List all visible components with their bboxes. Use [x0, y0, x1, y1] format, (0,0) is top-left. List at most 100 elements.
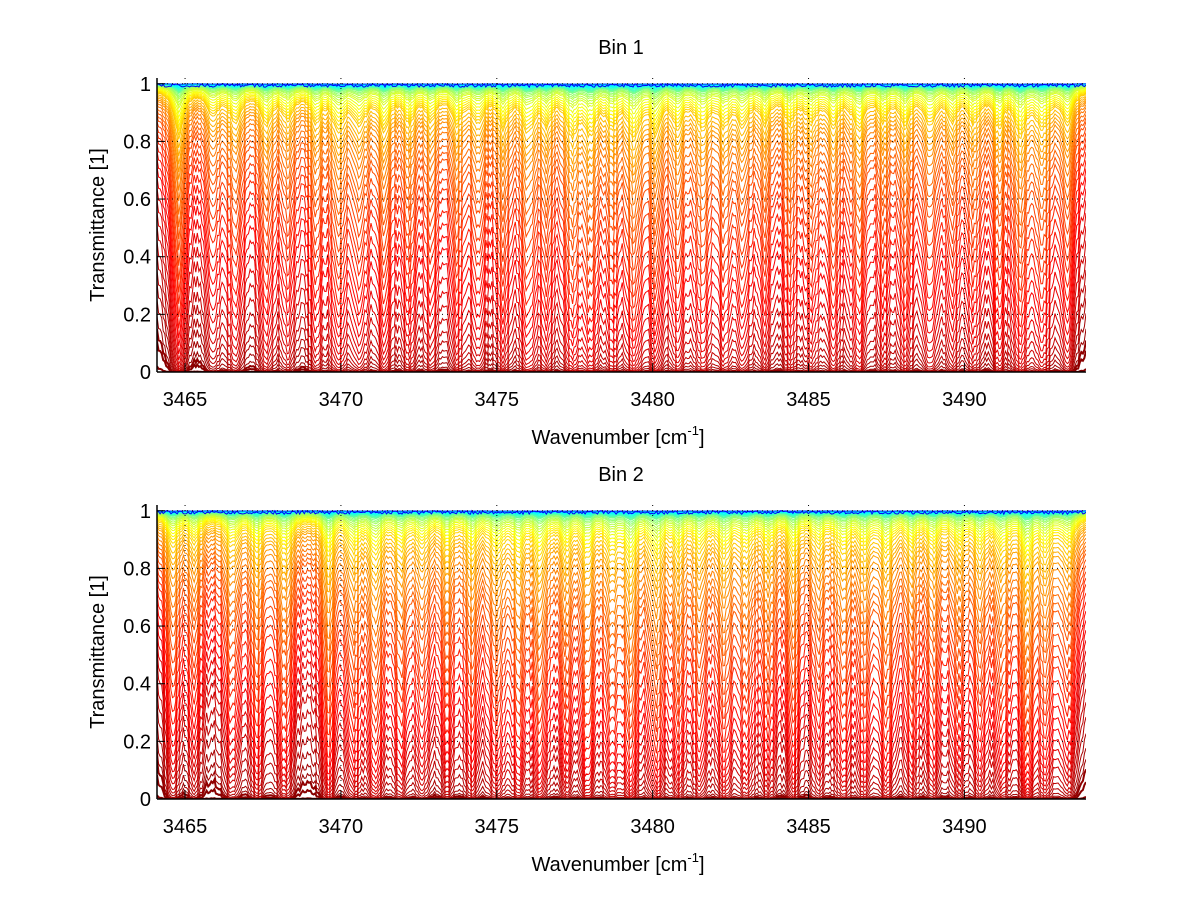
y-tick-label: 0.8 — [123, 131, 151, 153]
spectrum-series-6 — [157, 720, 1086, 799]
spectrum-series-31 — [157, 96, 1086, 168]
spectrum-series-25 — [157, 110, 1086, 233]
spectrum-series-35 — [157, 519, 1086, 571]
subplot-bin-1: Bin 1 0 0.2 0.4 0.6 0.8 1 3465 3470 3475 3480 348… — [87, 37, 1086, 449]
spectrum-series-30 — [157, 529, 1086, 617]
spectrum-series-16 — [157, 158, 1086, 342]
spectrum-series-28 — [157, 101, 1086, 196]
spectrum-series-11 — [157, 211, 1086, 369]
x-axis-label-base: Wavenumber [cm — [531, 854, 687, 876]
x-axis-label-end: ] — [699, 854, 705, 876]
spectrum-series-14 — [157, 176, 1086, 357]
spectrum-series-17 — [157, 150, 1086, 333]
spectrum-series-39 — [157, 88, 1086, 120]
x-tick-label: 3475 — [475, 816, 520, 838]
spectrum-series-29 — [157, 99, 1086, 184]
spectrum-series-18 — [157, 143, 1086, 322]
spectrum-series-12 — [157, 638, 1086, 795]
spectrum-series-17 — [157, 592, 1086, 771]
spectrum-series-42 — [157, 86, 1086, 107]
spectrum-series-36 — [157, 518, 1086, 566]
y-tick-label: 1 — [140, 501, 151, 523]
spectrum-series-42 — [157, 514, 1086, 537]
x-axis-label-end: ] — [699, 427, 705, 449]
x-axis-label-superscript: -1 — [687, 423, 699, 438]
plot-area — [157, 82, 1086, 372]
spectrum-series-35 — [157, 91, 1086, 138]
spectrum-series-26 — [157, 107, 1086, 220]
spectrum-series-38 — [157, 517, 1086, 555]
grid-lines — [157, 78, 1086, 373]
spectrum-series-29 — [157, 531, 1086, 628]
grid-lines — [157, 505, 1086, 800]
spectrum-series-41 — [157, 86, 1086, 110]
spectrum-series-7 — [157, 703, 1086, 799]
x-axis-ticks: 3465 3470 3475 3480 3485 3490 — [163, 364, 987, 411]
x-axis-label: Wavenumber [cm-1] — [531, 423, 704, 449]
spectrum-series-45 — [157, 85, 1086, 99]
spectrum-series-41 — [157, 514, 1086, 541]
axes-frame — [156, 505, 1086, 800]
spectrum-series-40 — [157, 87, 1086, 115]
spectrum-series-33 — [157, 93, 1086, 152]
subplot-bin-2: Bin 2 0 0.2 0.4 0.6 0.8 1 3465 3470 3475 3480 348… — [87, 464, 1086, 876]
spectrum-series-30 — [157, 97, 1086, 176]
x-tick-label: 3470 — [319, 816, 364, 838]
spectrum-series-13 — [157, 187, 1086, 363]
y-tick-label: 0.2 — [123, 304, 151, 326]
spectrum-series-37 — [157, 517, 1086, 560]
spectrum-series-20 — [157, 131, 1086, 298]
spectrum-series-60 — [157, 509, 1086, 516]
spectrum-series-43 — [157, 513, 1086, 534]
spectrum-series-2 — [157, 774, 1086, 799]
spectrum-series-11 — [157, 648, 1086, 797]
spectrum-series-18 — [157, 584, 1086, 762]
spectrum-series-27 — [157, 538, 1086, 656]
spectrum-series-27 — [157, 103, 1086, 207]
y-tick-label: 0.8 — [123, 558, 151, 580]
spectrum-series-25 — [157, 545, 1086, 680]
spectrum-series-34 — [157, 521, 1086, 580]
spectrum-series-15 — [157, 166, 1086, 350]
spectrum-series-23 — [157, 116, 1086, 256]
x-tick-label: 3480 — [630, 389, 675, 411]
spectrum-series-36 — [157, 90, 1086, 134]
spectrum-series-20 — [157, 570, 1086, 742]
y-tick-label: 0.6 — [123, 189, 151, 211]
spectrum-series-9 — [157, 674, 1086, 799]
spectrum-series-26 — [157, 541, 1086, 668]
spectrum-series-10 — [157, 225, 1086, 371]
y-tick-label: 1 — [140, 74, 151, 96]
spectrum-series-33 — [157, 523, 1086, 588]
x-tick-label: 3485 — [786, 389, 831, 411]
x-tick-label: 3480 — [630, 816, 675, 838]
axes-frame — [156, 78, 1086, 373]
spectrum-series-43 — [157, 85, 1086, 104]
spectrum-series-24 — [157, 548, 1086, 691]
x-tick-label: 3475 — [475, 389, 520, 411]
spectrum-series-34 — [157, 91, 1086, 143]
y-axis-label: Transmittance [1] — [87, 575, 109, 729]
spectrum-series-46 — [157, 85, 1086, 97]
spectrum-series-8 — [157, 688, 1086, 799]
y-tick-label: 0 — [140, 789, 151, 811]
spectrum-series-32 — [157, 94, 1086, 160]
y-axis-ticks: 0 0.2 0.4 0.6 0.8 1 — [123, 501, 165, 811]
spectrum-series-7 — [157, 269, 1086, 372]
x-tick-label: 3470 — [319, 389, 364, 411]
spectrum-series-10 — [157, 659, 1086, 798]
x-tick-label: 3490 — [942, 389, 987, 411]
spectrum-series-32 — [157, 524, 1086, 597]
y-tick-label: 0.2 — [123, 731, 151, 753]
spectrum-series-15 — [157, 609, 1086, 784]
spectrum-series-44 — [157, 85, 1086, 101]
spectrum-series-21 — [157, 564, 1086, 731]
spectrum-series-28 — [157, 534, 1086, 642]
spectrum-series-8 — [157, 254, 1086, 372]
y-axis-label: Transmittance [1] — [87, 148, 109, 302]
spectrum-series-14 — [157, 618, 1086, 790]
x-tick-label: 3465 — [163, 389, 208, 411]
spectrum-series-13 — [157, 628, 1086, 793]
y-tick-label: 0.4 — [123, 247, 151, 269]
spectrum-series-39 — [157, 516, 1086, 551]
